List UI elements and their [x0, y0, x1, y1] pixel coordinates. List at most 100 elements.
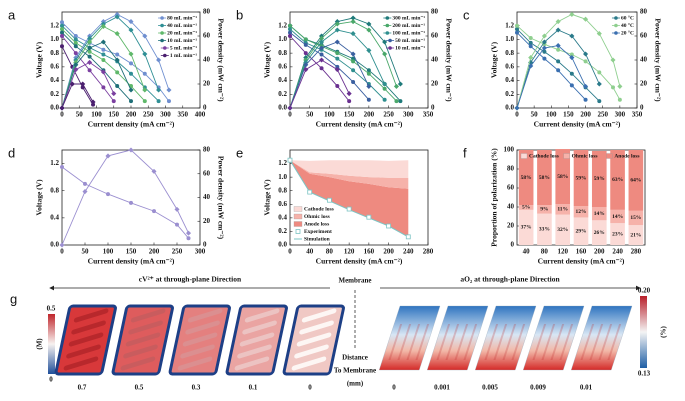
x-tick-label: 100 [103, 248, 114, 256]
flow-channel [130, 308, 166, 323]
data-point [115, 70, 120, 75]
x-tick-label: 0 [515, 111, 519, 119]
legend-label: 80 mL min⁻¹ [167, 15, 197, 21]
concentration-map [54, 304, 117, 376]
oxygen-map [523, 305, 585, 371]
legend-swatch [520, 153, 528, 159]
y-tick-label: 0.6 [278, 200, 287, 208]
data-point [128, 147, 134, 153]
y-tick-label: 0.2 [505, 90, 514, 98]
data-point [288, 23, 292, 28]
x-tick-label: 40 [306, 248, 314, 256]
legend-swatch [163, 53, 167, 58]
distance-label: 0.01 [580, 384, 593, 392]
data-line [516, 45, 587, 109]
data-point [569, 71, 574, 76]
x-tick-label: 280 [423, 248, 434, 256]
flow-channel [301, 308, 337, 323]
data-point [347, 99, 352, 104]
data-line [61, 149, 189, 246]
data-point [569, 83, 574, 88]
x-tick-label: 150 [563, 111, 574, 119]
y2-tick-label: 0 [203, 104, 207, 112]
flow-channel [123, 344, 158, 359]
data-point [515, 30, 519, 35]
legend-label: Cathode loss [304, 206, 334, 212]
legend-label: Ohmic loss [572, 153, 598, 159]
y-axis-title: Proportion of polarization (%) [490, 148, 499, 247]
y-tick-label: 0.8 [278, 49, 287, 57]
bar-segment [518, 209, 534, 245]
data-point [528, 36, 533, 41]
x-tick-label: 0 [288, 111, 292, 119]
x-tick-label: 100 [91, 111, 102, 119]
x-tick-label: 50 [531, 111, 539, 119]
data-line [61, 46, 94, 105]
x-tick-label: 50 [76, 111, 84, 119]
bar-segment [573, 150, 589, 207]
flow-channel [234, 356, 270, 371]
data-point [303, 51, 308, 56]
y-tick-label: 80 [507, 165, 515, 173]
legend-label: 10 mL min⁻¹ [395, 45, 425, 51]
legend-swatch [606, 153, 613, 159]
flow-channel [299, 320, 334, 335]
value-label: 9% [540, 207, 548, 213]
data-point [166, 87, 172, 93]
streak [445, 324, 460, 360]
x-tick-label: 250 [172, 248, 183, 256]
streak [415, 324, 430, 360]
data-point [393, 83, 400, 89]
legend-swatch [563, 153, 570, 159]
data-point [351, 79, 356, 84]
y-tick-label: 0.6 [50, 62, 59, 70]
loss-area [290, 160, 409, 178]
data-point [394, 99, 399, 104]
data-point [611, 85, 615, 90]
y-tick-label: 20 [507, 222, 515, 230]
x-tick-label: 300 [195, 248, 206, 256]
streak [532, 324, 547, 360]
data-point [350, 31, 356, 37]
colorbar-unit: (%) [660, 326, 668, 338]
x-tick-label: 150 [126, 248, 137, 256]
x-tick-label: 50 [306, 111, 314, 119]
flow-channel [239, 332, 275, 347]
y2-tick-label: 20 [203, 217, 211, 225]
x-tick-label: 150 [344, 111, 355, 119]
value-label: 26% [594, 230, 605, 236]
value-label: 37% [521, 225, 532, 231]
concentration-map [225, 304, 288, 376]
y-tick-label: 0.2 [278, 90, 287, 98]
data-point [128, 51, 134, 57]
data-point [366, 71, 371, 76]
x-tick-label: 120 [344, 248, 355, 256]
data-point [87, 49, 92, 54]
distance-label: 0.1 [249, 384, 258, 392]
legend-swatch [385, 23, 390, 28]
bar-segment [555, 204, 571, 215]
y-tick-label: 1.0 [278, 173, 287, 181]
x-axis-title: Current density (mA cm⁻²) [316, 120, 403, 129]
y-tick-label: 0.8 [50, 49, 59, 57]
x-tick-label: 80 [541, 248, 549, 256]
value-label: 5% [522, 205, 530, 211]
flow-channel [291, 356, 327, 371]
y-tick-label: 0.4 [278, 213, 287, 221]
data-point [556, 59, 561, 64]
experiment-point [366, 214, 372, 220]
x-tick-label: 150 [109, 111, 120, 119]
flow-channel [180, 344, 215, 359]
value-label: 12% [576, 209, 587, 215]
data-point [335, 56, 340, 61]
concentration-map [282, 304, 345, 376]
data-point [334, 21, 340, 27]
value-label: 59% [576, 175, 587, 181]
x-tick-label: 40 [523, 248, 531, 256]
experiment-point [346, 206, 352, 212]
y2-tick-label: 40 [640, 56, 648, 64]
data-point [597, 99, 602, 104]
bar-segment [628, 225, 644, 245]
data-point [617, 83, 623, 89]
bar-segment [573, 206, 589, 218]
